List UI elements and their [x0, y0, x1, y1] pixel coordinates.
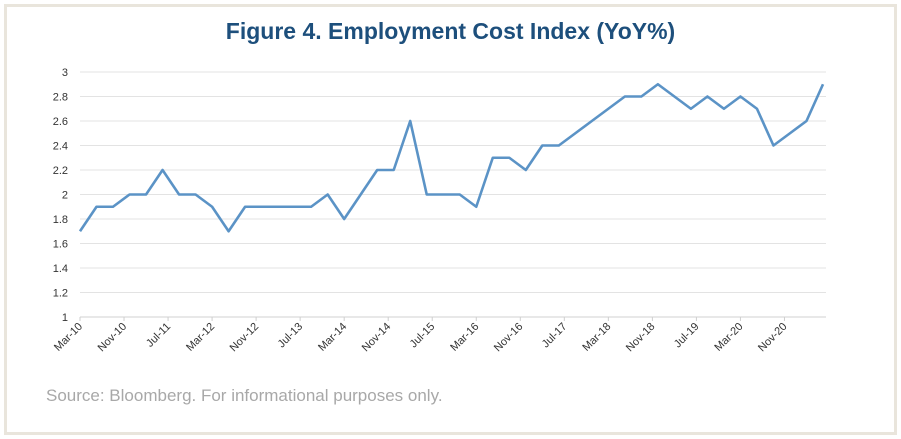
- y-tick-label: 1.2: [53, 288, 68, 300]
- x-tick-label: Nov-14: [360, 321, 394, 355]
- x-tick-label: Nov-12: [228, 321, 262, 355]
- chart-frame: [4, 4, 897, 435]
- x-tick-label: Nov-20: [756, 321, 790, 355]
- x-tick-label: Jul-13: [276, 321, 306, 351]
- y-tick-label: 1.8: [53, 214, 68, 226]
- x-tick-label: Jul-11: [144, 321, 173, 350]
- x-tick-label: Jul-17: [540, 321, 570, 351]
- chart-title: Figure 4. Employment Cost Index (YoY%): [225, 18, 676, 44]
- x-tick-label: Nov-18: [624, 321, 658, 355]
- x-tick-label: Nov-16: [492, 321, 526, 355]
- y-tick-label: 2.4: [53, 141, 68, 153]
- x-tick-label: Mar-10: [52, 321, 85, 354]
- source-note: Source: Bloomberg. For informational pur…: [46, 386, 443, 405]
- x-tick-label: Jul-15: [408, 321, 438, 351]
- x-tick-label: Mar-18: [580, 321, 613, 354]
- y-tick-label: 3: [62, 67, 68, 79]
- y-tick-label: 2: [62, 190, 68, 202]
- y-tick-label: 1: [62, 312, 68, 324]
- y-tick-label: 2.8: [53, 92, 68, 104]
- x-tick-label: Mar-12: [184, 321, 217, 354]
- x-tick-label: Mar-16: [448, 321, 481, 354]
- x-tick-label: Nov-10: [96, 321, 130, 355]
- y-tick-label: 2.6: [53, 116, 68, 128]
- series-line: [78, 82, 825, 233]
- y-tick-label: 1.4: [53, 263, 68, 275]
- y-tick-label: 2.2: [53, 165, 68, 177]
- x-tick-label: Jul-19: [672, 321, 702, 351]
- x-tick-label: Mar-20: [712, 321, 745, 354]
- y-tick-label: 1.6: [53, 239, 68, 251]
- x-tick-label: Mar-14: [316, 321, 349, 354]
